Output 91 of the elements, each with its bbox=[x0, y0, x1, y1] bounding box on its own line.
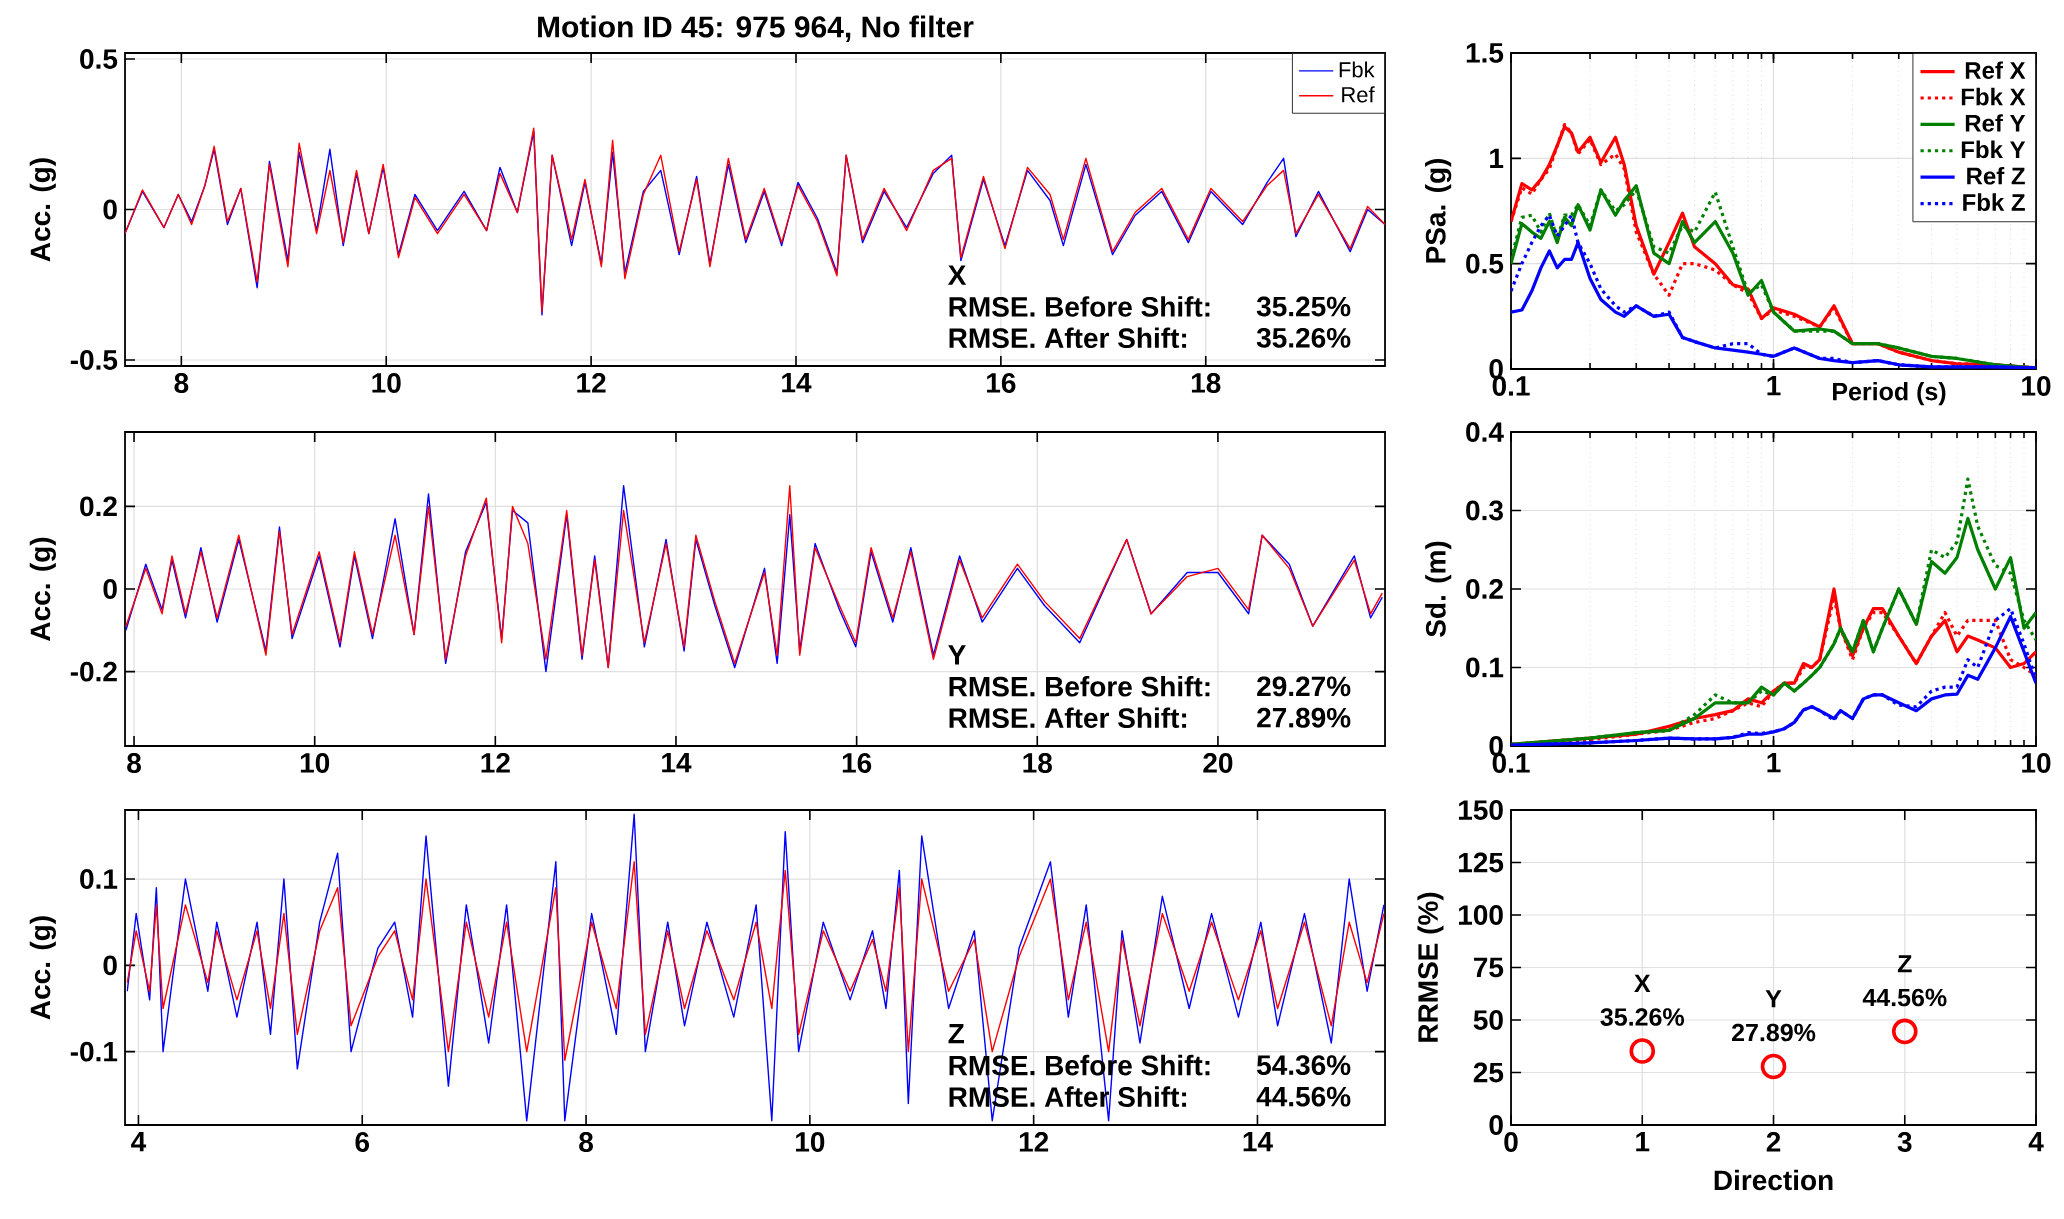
legend-label: Fbk X bbox=[1961, 87, 2026, 106]
x-tick-label: 14 bbox=[1243, 1132, 1273, 1152]
legend-label: Ref Y bbox=[1965, 114, 2026, 132]
annotation: 44.56% bbox=[1256, 1086, 1351, 1107]
annotation: 27.89% bbox=[1257, 707, 1351, 728]
annotation: 54.36% bbox=[1257, 1055, 1351, 1076]
annotation: RMSE. Before Shift: bbox=[949, 296, 1210, 317]
y-tick-label: 0.1 bbox=[80, 869, 118, 889]
x-tick-label: 8 bbox=[127, 753, 141, 773]
annotation: X bbox=[947, 265, 967, 285]
line-series bbox=[126, 813, 1385, 1122]
y-tick-label: 0.5 bbox=[1466, 253, 1504, 274]
annotation: Z bbox=[1897, 955, 1912, 973]
x-tick-label: 3 bbox=[1897, 1132, 1912, 1152]
data-label: 35.26% bbox=[1600, 1008, 1685, 1026]
chart-title: Motion ID 45: 975 964, No filter bbox=[538, 15, 974, 42]
y-tick-label: 0 bbox=[103, 199, 117, 220]
y-axis-title: PSa. (g) bbox=[1425, 158, 1452, 263]
y-tick-label: 25 bbox=[1473, 1062, 1504, 1083]
annotation: RMSE. Before Shift: bbox=[949, 676, 1210, 697]
x-tick-label: 16 bbox=[842, 753, 872, 773]
annotation: RMSE. After Shift: bbox=[949, 707, 1187, 729]
data-label: 44.56% bbox=[1862, 988, 1947, 1007]
x-tick-label: 6 bbox=[355, 1132, 370, 1152]
annotation: Z bbox=[948, 1024, 964, 1044]
annotation: X bbox=[1634, 974, 1651, 992]
x-tick-label: 8 bbox=[579, 1132, 593, 1152]
y-tick-label: -0.2 bbox=[70, 661, 117, 682]
x-tick-label: 10 bbox=[2022, 753, 2051, 773]
x-tick-label: 18 bbox=[1191, 373, 1221, 393]
x-tick-label: 10 bbox=[372, 373, 401, 393]
y-tick-label: 50 bbox=[1473, 1010, 1503, 1030]
y-tick-label: 0.3 bbox=[1466, 500, 1503, 521]
y-axis-title: Acc. (g) bbox=[29, 158, 56, 262]
x-tick-label: 1 bbox=[1767, 753, 1781, 773]
y-tick-label: 0 bbox=[1489, 1115, 1503, 1135]
x-tick-label: 16 bbox=[987, 373, 1016, 393]
x-axis-title: Period (s) bbox=[1833, 382, 1946, 406]
annotation: 35.25% bbox=[1256, 296, 1351, 317]
y-tick-label: 0.2 bbox=[80, 496, 117, 517]
x-tick-label: 12 bbox=[1019, 1132, 1049, 1152]
annotation: RMSE. After Shift: bbox=[949, 327, 1187, 349]
y-tick-label: 75 bbox=[1474, 957, 1504, 978]
y-tick-label: 0.2 bbox=[1466, 579, 1503, 599]
y-tick-label: -0.5 bbox=[70, 350, 118, 370]
y-tick-label: 100 bbox=[1458, 905, 1503, 925]
legend-label: Ref Z bbox=[1967, 166, 2025, 185]
y-axis-title: Acc. (g) bbox=[29, 537, 56, 641]
x-tick-label: 12 bbox=[481, 753, 510, 773]
legend-label: Ref bbox=[1342, 86, 1375, 103]
x-tick-label: 14 bbox=[782, 373, 812, 393]
point bbox=[1629, 1038, 1656, 1064]
y-tick-label: 0.4 bbox=[1466, 422, 1504, 442]
x-tick-label: 2 bbox=[1766, 1132, 1781, 1152]
y-tick-label: 0 bbox=[103, 579, 117, 599]
x-tick-label: 10 bbox=[2022, 376, 2051, 396]
y-axis-title: Sd. (m) bbox=[1425, 541, 1452, 637]
x-tick-label: 14 bbox=[662, 753, 692, 773]
x-tick-label: 12 bbox=[577, 373, 606, 393]
y-tick-label: 0.5 bbox=[80, 49, 118, 69]
annotation: 35.26% bbox=[1256, 327, 1351, 348]
annotation: Y bbox=[948, 645, 966, 665]
y-tick-label: 1.5 bbox=[1466, 43, 1504, 63]
legend-label: Fbk Y bbox=[1961, 140, 2026, 159]
annotation: 29.27% bbox=[1257, 676, 1351, 697]
point bbox=[1760, 1053, 1787, 1080]
y-tick-label: 150 bbox=[1458, 800, 1503, 820]
y-tick-label: 0.1 bbox=[1466, 657, 1504, 678]
y-tick-label: 0 bbox=[103, 955, 117, 976]
data-label: 27.89% bbox=[1732, 1023, 1816, 1042]
annotation: Y bbox=[1765, 990, 1782, 1008]
y-axis-title: Acc. (g) bbox=[29, 916, 56, 1020]
x-tick-label: 0 bbox=[1504, 1132, 1518, 1152]
x-tick-label: 1 bbox=[1767, 376, 1781, 396]
text: Ref X bbox=[1965, 61, 2026, 80]
y-tick-label: 125 bbox=[1458, 852, 1504, 873]
x-tick-label: 1 bbox=[1636, 1132, 1650, 1152]
x-tick-label: 10 bbox=[796, 1132, 825, 1152]
x-tick-label: 4 bbox=[2028, 1132, 2044, 1152]
y-tick-label: 1 bbox=[1490, 148, 1504, 168]
y-axis-title: RRMSE (%) bbox=[1417, 892, 1444, 1042]
legend-label: Fbk bbox=[1339, 61, 1375, 78]
x-tick-label: 4 bbox=[131, 1132, 147, 1152]
x-axis-title: Direction bbox=[1714, 1169, 1833, 1191]
x-tick-label: 10 bbox=[300, 753, 330, 773]
y-tick-label: -0.1 bbox=[70, 1041, 118, 1062]
x-tick-label: 18 bbox=[1023, 753, 1052, 773]
point bbox=[1891, 1018, 1918, 1045]
legend-label: Fbk Z bbox=[1963, 193, 2025, 211]
x-tick-label: 20 bbox=[1203, 753, 1233, 773]
x-tick-label: 8 bbox=[174, 373, 189, 393]
